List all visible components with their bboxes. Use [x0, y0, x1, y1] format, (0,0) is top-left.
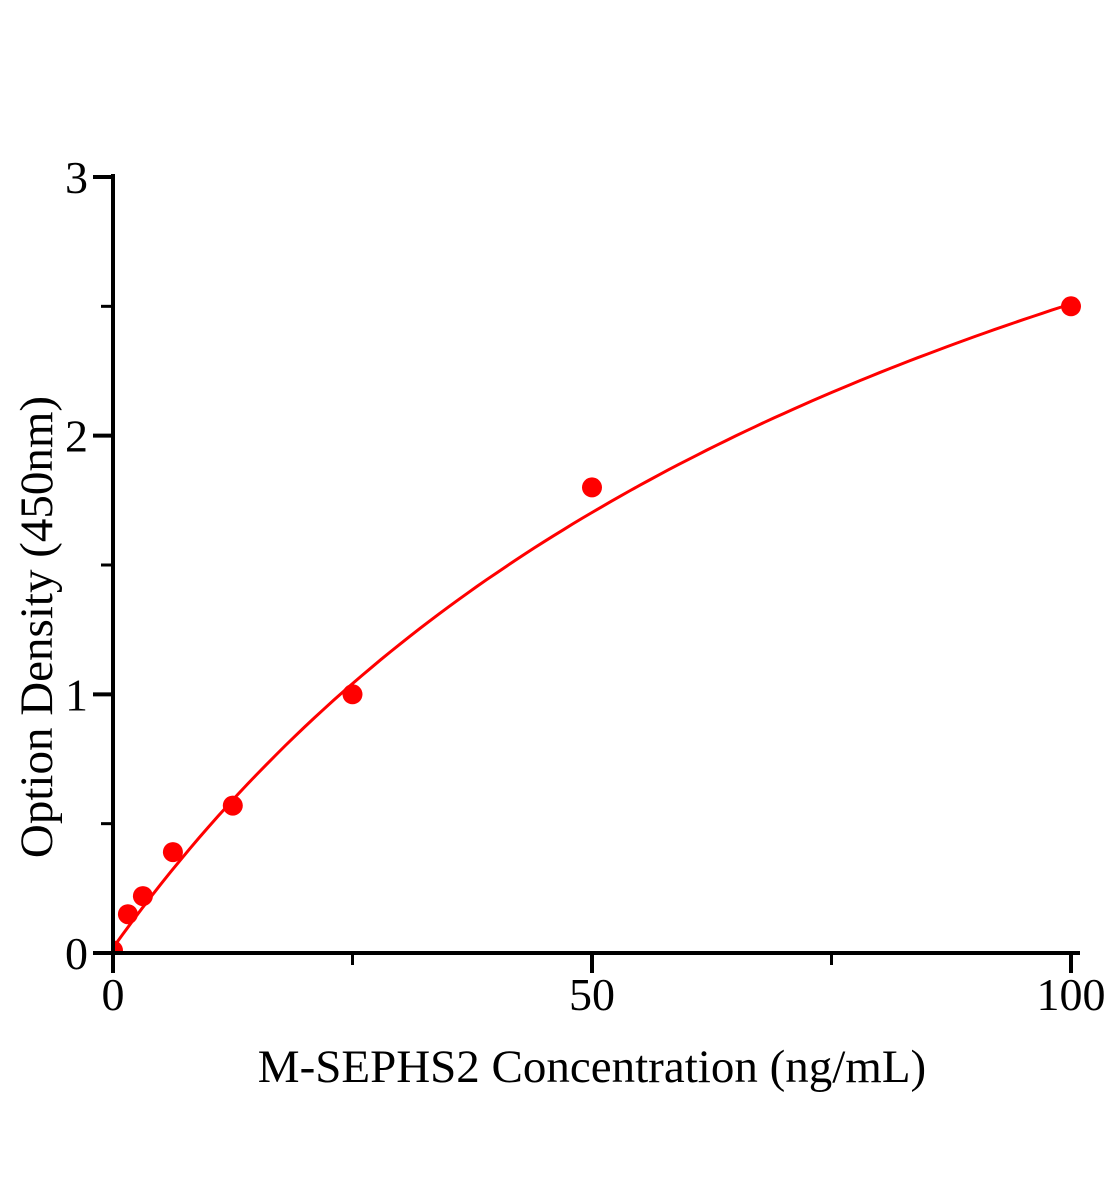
- x-tick-label: 100: [1037, 969, 1104, 1020]
- data-point: [222, 795, 243, 816]
- y-tick-label: 1: [65, 669, 88, 720]
- data-layer: [113, 296, 1081, 955]
- y-tick-label: 2: [65, 411, 88, 462]
- y-tick-label: 0: [65, 928, 88, 979]
- x-tick-label: 50: [569, 969, 615, 1020]
- x-tick-label: 0: [102, 969, 125, 1020]
- data-point: [342, 684, 363, 705]
- data-point: [117, 904, 138, 925]
- data-point: [162, 842, 183, 863]
- fit-curve: [113, 302, 1072, 949]
- y-axis-title: Option Density (450nm): [10, 395, 63, 859]
- y-tick-label: 3: [65, 152, 88, 203]
- data-point: [132, 886, 153, 907]
- data-point: [582, 477, 602, 498]
- x-axis-title: M-SEPHS2 Concentration (ng/mL): [257, 1041, 927, 1093]
- data-point: [1061, 296, 1081, 317]
